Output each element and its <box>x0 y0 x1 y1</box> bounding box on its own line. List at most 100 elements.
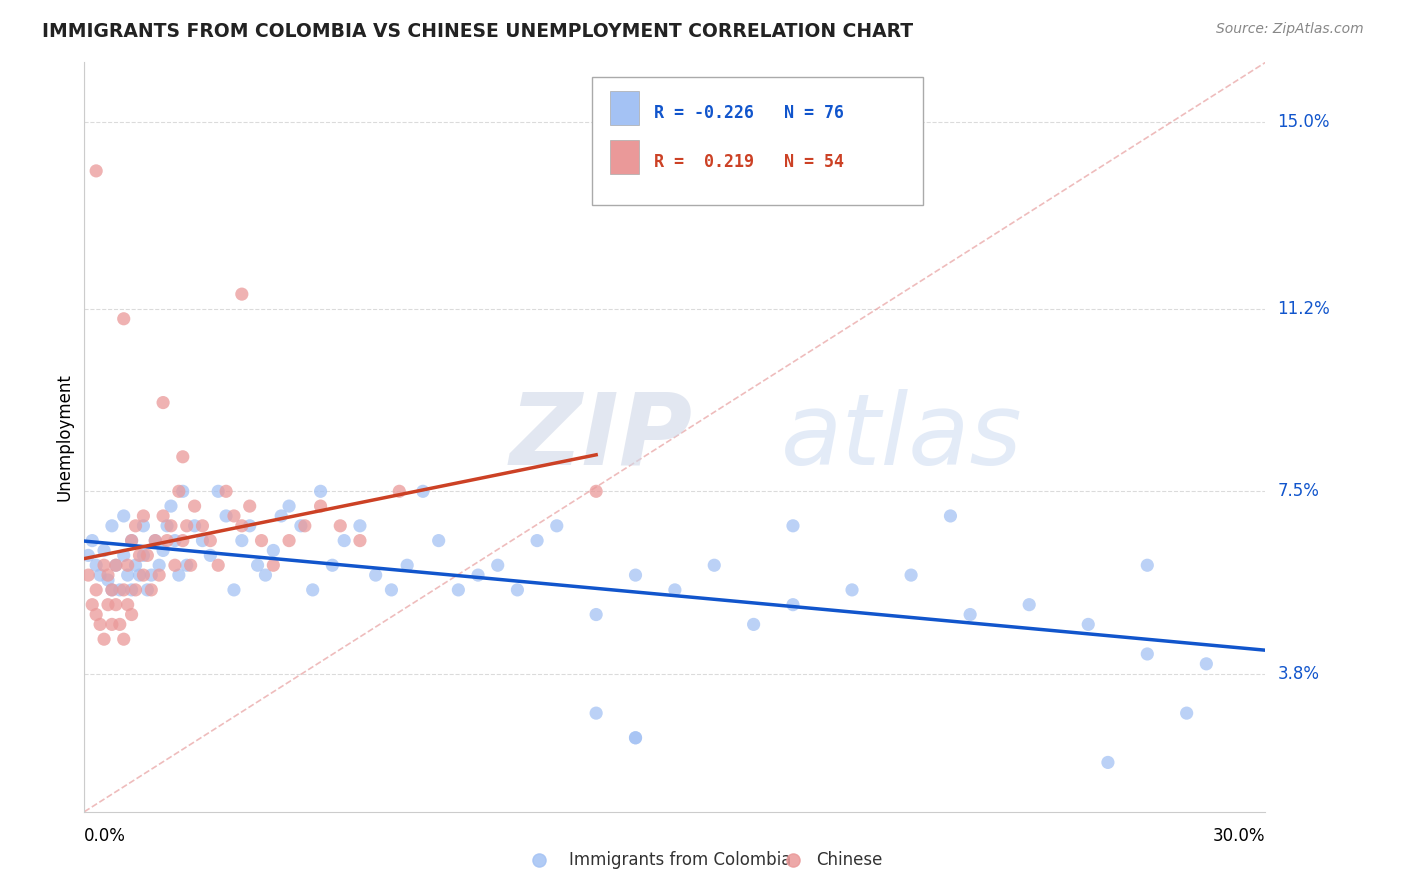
FancyBboxPatch shape <box>592 78 922 205</box>
Point <box>333 533 356 548</box>
Point <box>239 499 262 513</box>
Point <box>1097 756 1119 770</box>
Text: Immigrants from Colombia: Immigrants from Colombia <box>568 852 792 870</box>
Point <box>215 508 238 523</box>
Point <box>290 518 312 533</box>
Point <box>1136 647 1159 661</box>
FancyBboxPatch shape <box>610 140 640 174</box>
Point <box>172 450 194 464</box>
Text: ZIP: ZIP <box>509 389 693 485</box>
Point <box>84 164 107 178</box>
Point <box>104 598 127 612</box>
Point <box>364 568 387 582</box>
Point <box>270 508 292 523</box>
Point <box>176 518 198 533</box>
Point <box>152 508 174 523</box>
Point <box>396 558 419 573</box>
Point <box>294 518 316 533</box>
Point <box>380 582 402 597</box>
Point <box>246 558 269 573</box>
Point <box>89 617 111 632</box>
Point <box>427 533 450 548</box>
Point <box>112 632 135 647</box>
Point <box>262 543 284 558</box>
Point <box>222 508 245 523</box>
Point <box>128 549 150 563</box>
Point <box>163 533 186 548</box>
Point <box>222 582 245 597</box>
Point <box>152 395 174 409</box>
Point <box>467 568 489 582</box>
Point <box>207 484 229 499</box>
Point <box>1175 706 1198 720</box>
Text: 0.0%: 0.0% <box>84 827 127 845</box>
Text: Chinese: Chinese <box>817 852 883 870</box>
Point <box>163 558 186 573</box>
Point <box>278 499 301 513</box>
Text: 7.5%: 7.5% <box>1277 483 1319 500</box>
Point <box>939 508 962 523</box>
Point <box>412 484 434 499</box>
Point <box>156 518 179 533</box>
Point <box>254 568 277 582</box>
Point <box>128 568 150 582</box>
Point <box>124 558 146 573</box>
Point <box>172 484 194 499</box>
Point <box>136 582 159 597</box>
Point <box>231 533 253 548</box>
Point <box>112 311 135 326</box>
Point <box>132 568 155 582</box>
Point <box>191 533 214 548</box>
Point <box>215 484 238 499</box>
Point <box>1018 598 1040 612</box>
Text: R =  0.219   N = 54: R = 0.219 N = 54 <box>654 153 844 170</box>
Point <box>93 632 115 647</box>
Point <box>239 518 262 533</box>
Point <box>486 558 509 573</box>
Point <box>191 518 214 533</box>
Point <box>104 558 127 573</box>
Point <box>200 533 222 548</box>
Point <box>132 508 155 523</box>
Point <box>1077 617 1099 632</box>
Point <box>89 568 111 582</box>
Point <box>180 558 202 573</box>
Point <box>101 582 124 597</box>
Point <box>112 549 135 563</box>
Point <box>77 549 100 563</box>
Point <box>329 518 352 533</box>
Point <box>309 499 332 513</box>
Point <box>585 706 607 720</box>
Point <box>506 582 529 597</box>
Point <box>841 582 863 597</box>
Point <box>121 582 143 597</box>
Point <box>117 568 139 582</box>
Point <box>121 533 143 548</box>
Point <box>84 582 107 597</box>
Point <box>183 518 205 533</box>
Point <box>82 598 104 612</box>
Point <box>112 582 135 597</box>
Point <box>97 573 120 587</box>
Point <box>104 558 127 573</box>
Point <box>278 533 301 548</box>
Point <box>231 518 253 533</box>
Point <box>97 568 120 582</box>
Point <box>1195 657 1218 671</box>
Point <box>447 582 470 597</box>
Point <box>132 549 155 563</box>
Text: 11.2%: 11.2% <box>1277 300 1330 318</box>
Point <box>1136 558 1159 573</box>
Point <box>117 598 139 612</box>
FancyBboxPatch shape <box>610 92 640 125</box>
Text: R = -0.226   N = 76: R = -0.226 N = 76 <box>654 104 844 122</box>
Point <box>77 568 100 582</box>
Point <box>152 543 174 558</box>
Point <box>782 598 804 612</box>
Point <box>84 607 107 622</box>
Point <box>231 287 253 301</box>
Point <box>172 533 194 548</box>
Point <box>93 558 115 573</box>
Point <box>349 533 371 548</box>
Point <box>132 518 155 533</box>
